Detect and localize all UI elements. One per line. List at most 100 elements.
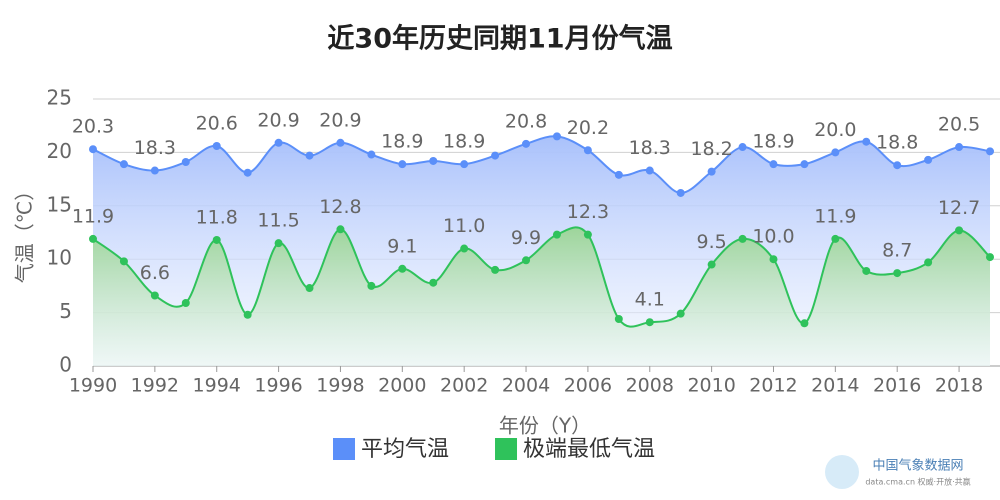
x-tick-label: 1998 [316, 375, 364, 397]
data-label: 18.9 [443, 131, 485, 153]
x-tick-label: 1992 [131, 375, 179, 397]
data-label: 11.5 [257, 210, 299, 232]
y-tick-label: 0 [59, 353, 72, 377]
data-label: 20.6 [196, 112, 238, 134]
data-label: 20.8 [505, 110, 547, 132]
brand-slogan: data.cma.cn 权威·开放·共赢 [865, 477, 970, 487]
x-tick-label: 1990 [69, 375, 117, 397]
point [398, 264, 407, 273]
point [738, 143, 747, 152]
data-label: 11.0 [443, 215, 485, 237]
point [893, 161, 902, 170]
point [89, 234, 97, 243]
y-tick-label: 25 [47, 86, 72, 110]
point [367, 150, 376, 159]
x-tick-label: 2018 [935, 375, 983, 397]
area [93, 227, 990, 366]
data-label: 12.7 [938, 197, 980, 219]
data-label: 18.3 [134, 137, 176, 159]
point [614, 170, 623, 179]
point [862, 137, 871, 146]
x-tick-label: 2004 [502, 375, 550, 397]
point [676, 309, 685, 318]
legend-swatch [333, 438, 355, 460]
data-label: 8.7 [882, 240, 912, 262]
legend-label: 极端最低气温 [523, 437, 655, 462]
data-label: 20.3 [72, 116, 114, 138]
point [336, 225, 345, 234]
y-tick-label: 5 [59, 299, 72, 323]
point [831, 234, 840, 243]
point [181, 158, 190, 167]
point [274, 239, 283, 248]
x-tick-label: 2016 [873, 375, 921, 397]
point [800, 319, 809, 328]
data-label: 6.6 [140, 262, 170, 284]
y-axis-title: 气温（℃） [13, 181, 37, 283]
point [800, 160, 809, 169]
data-label: 20.0 [814, 119, 856, 141]
point [150, 166, 159, 175]
x-tick-label: 1996 [254, 375, 302, 397]
x-tick-label: 2012 [749, 375, 797, 397]
data-label: 18.2 [690, 138, 732, 160]
point [645, 166, 654, 175]
data-label: 20.9 [319, 109, 361, 131]
point [305, 284, 314, 293]
point [924, 258, 933, 267]
point [738, 234, 747, 243]
data-label: 20.5 [938, 114, 980, 136]
point [274, 138, 283, 147]
legend-swatch [495, 438, 518, 460]
point [583, 146, 592, 155]
point [212, 235, 221, 244]
brand-name: 中国气象数据网 [872, 458, 963, 474]
point [243, 310, 252, 319]
x-tick-label: 2010 [687, 375, 735, 397]
point [552, 132, 561, 141]
point [460, 160, 469, 169]
point [119, 160, 128, 169]
point [212, 141, 221, 150]
point [119, 257, 128, 266]
point [181, 298, 190, 307]
data-label: 18.8 [876, 132, 918, 154]
data-label: 11.8 [196, 206, 238, 228]
point [89, 145, 97, 154]
point [986, 147, 994, 156]
point [552, 230, 561, 239]
point [367, 281, 376, 290]
x-tick-label: 2002 [440, 375, 488, 397]
x-tick-label: 2000 [378, 375, 426, 397]
x-tick-label: 2008 [626, 375, 674, 397]
data-label: 10.0 [752, 226, 794, 248]
point [491, 265, 500, 274]
point [150, 291, 159, 300]
chart-title: 近30年历史同期11月份气温 [327, 23, 672, 55]
data-label: 18.3 [629, 137, 671, 159]
data-label: 20.9 [257, 109, 299, 131]
x-tick-label: 2014 [811, 375, 859, 397]
data-label: 11.9 [72, 205, 114, 227]
point [924, 155, 933, 164]
point [862, 266, 871, 275]
data-label: 18.9 [752, 131, 794, 153]
point [429, 156, 438, 165]
y-tick-label: 20 [47, 139, 72, 163]
data-label: 12.3 [567, 201, 609, 223]
point [614, 315, 623, 324]
data-label: 18.9 [381, 131, 423, 153]
data-label: 20.2 [567, 117, 609, 139]
point [986, 253, 994, 262]
point [831, 148, 840, 157]
point [955, 226, 964, 235]
y-tick-label: 10 [47, 246, 72, 270]
point [305, 151, 314, 160]
point [955, 143, 964, 152]
data-label: 9.5 [697, 231, 727, 253]
legend-label: 平均气温 [361, 437, 449, 462]
point [707, 167, 716, 176]
point [522, 139, 531, 148]
point [429, 278, 438, 287]
